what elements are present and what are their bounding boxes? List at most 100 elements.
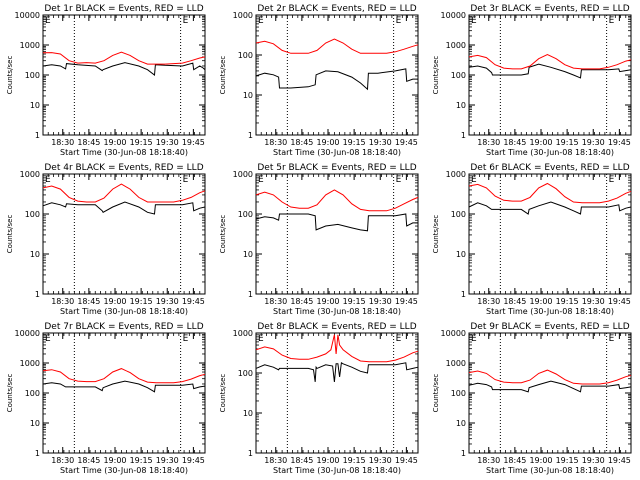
x-tick-label: 18:45 (290, 297, 313, 306)
y-tick-label: 10 (30, 419, 40, 428)
panel-title: Det 2r BLACK = Events, RED = LLD (257, 4, 416, 14)
x-tick-label: 19:45 (395, 297, 418, 306)
series-events-line (468, 63, 632, 79)
y-tick-label: 1000 (233, 329, 253, 338)
y-tick-label: 1 (248, 131, 253, 140)
x-tick-label: 18:30 (264, 297, 287, 306)
e-marker: E (471, 334, 477, 344)
x-tick-label: 18:45 (77, 456, 100, 465)
x-tick-label: 19:30 (156, 297, 179, 306)
y-tick-label: 10000 (15, 11, 40, 20)
e-marker: E (183, 16, 189, 26)
e-marker: E (609, 16, 615, 26)
e-marker: E (183, 175, 189, 185)
x-tick-label: 19:00 (316, 138, 339, 147)
series-lld-line (42, 51, 206, 65)
e-marker: E (258, 175, 264, 185)
series-events-line (255, 68, 418, 91)
detector-panel-1: Det 1r BLACK = Events, RED = LLD 1 10 100 10… (6, 4, 206, 157)
e-marker: E (609, 334, 615, 344)
y-tick-label: 1 (35, 290, 40, 299)
y-tick-label: 100 (238, 51, 253, 60)
e-marker: E (45, 175, 51, 185)
series-lld-line (255, 189, 419, 212)
x-tick-label: 19:45 (608, 456, 631, 465)
panel-title: Det 4r BLACK = Events, RED = LLD (44, 163, 203, 173)
x-tick-label: 19:15 (556, 456, 579, 465)
x-tick-label: 19:15 (343, 138, 366, 147)
x-axis-label: Start Time (30-Jun-08 18:18:40) (60, 466, 188, 475)
plot-frame (468, 173, 632, 295)
y-axis-label: Counts/sec (432, 374, 440, 413)
x-axis-label: Start Time (30-Jun-08 18:18:40) (486, 466, 614, 475)
y-tick-label: 1 (248, 449, 253, 458)
series-lld-line (255, 334, 419, 363)
y-axis-label: Counts/sec (219, 374, 227, 413)
x-tick-label: 18:30 (264, 456, 287, 465)
e-marker: E (258, 334, 264, 344)
x-axis-label: Start Time (30-Jun-08 18:18:40) (273, 466, 401, 475)
y-tick-label: 10000 (441, 11, 466, 20)
x-tick-label: 19:15 (343, 456, 366, 465)
x-tick-label: 18:30 (477, 297, 500, 306)
y-tick-label: 1 (35, 131, 40, 140)
plot-frame (255, 332, 419, 454)
e-marker: E (45, 16, 51, 26)
y-tick-label: 10000 (15, 329, 40, 338)
x-tick-label: 19:00 (529, 138, 552, 147)
series-events-line (468, 201, 632, 215)
x-tick-label: 19:30 (156, 456, 179, 465)
x-tick-label: 19:45 (182, 456, 205, 465)
x-tick-label: 19:45 (608, 297, 631, 306)
e-marker: E (471, 175, 477, 185)
x-tick-label: 19:00 (316, 456, 339, 465)
y-tick-label: 1000 (233, 170, 253, 179)
series-lld-line (468, 182, 632, 204)
x-tick-label: 19:15 (556, 297, 579, 306)
x-tick-label: 18:30 (477, 138, 500, 147)
x-tick-label: 19:15 (130, 297, 153, 306)
e-marker: E (609, 175, 615, 185)
y-tick-label: 1000 (20, 41, 40, 50)
y-tick-label: 1000 (446, 359, 466, 368)
x-tick-label: 19:30 (582, 138, 605, 147)
x-tick-label: 18:45 (290, 138, 313, 147)
y-axis-label: Counts/sec (219, 56, 227, 95)
y-tick-label: 10 (243, 250, 253, 259)
x-tick-label: 18:30 (51, 456, 74, 465)
x-tick-label: 19:00 (316, 297, 339, 306)
plot-frame (42, 173, 206, 295)
series-lld-line (468, 369, 632, 385)
e-marker: E (471, 16, 477, 26)
y-axis-label: Counts/sec (432, 215, 440, 254)
y-tick-label: 100 (451, 71, 466, 80)
y-tick-label: 1000 (20, 359, 40, 368)
y-tick-label: 1000 (446, 170, 466, 179)
e-marker: E (396, 175, 402, 185)
y-tick-label: 10 (456, 419, 466, 428)
panel-title: Det 6r BLACK = Events, RED = LLD (470, 163, 629, 173)
series-lld-line (468, 54, 632, 70)
y-tick-label: 10 (30, 250, 40, 259)
series-lld-line (42, 183, 206, 203)
x-tick-label: 19:15 (130, 456, 153, 465)
x-axis-label: Start Time (30-Jun-08 18:18:40) (486, 307, 614, 316)
x-axis-label: Start Time (30-Jun-08 18:18:40) (60, 148, 188, 157)
x-tick-label: 18:30 (51, 297, 74, 306)
y-tick-label: 1000 (446, 41, 466, 50)
y-tick-label: 1 (248, 290, 253, 299)
x-tick-label: 19:30 (369, 297, 392, 306)
panel-title: Det 3r BLACK = Events, RED = LLD (470, 4, 629, 14)
x-tick-label: 19:30 (582, 456, 605, 465)
e-marker: E (396, 334, 402, 344)
x-tick-label: 19:00 (103, 456, 126, 465)
y-tick-label: 1 (35, 449, 40, 458)
series-lld-line (42, 368, 206, 384)
e-marker: E (396, 16, 402, 26)
y-tick-label: 100 (25, 389, 40, 398)
detector-panel-9: Det 9r BLACK = Events, RED = LLD 1 10 100 10… (432, 322, 632, 475)
y-tick-label: 100 (238, 369, 253, 378)
panel-title: Det 9r BLACK = Events, RED = LLD (470, 322, 629, 332)
y-tick-label: 1 (461, 449, 466, 458)
